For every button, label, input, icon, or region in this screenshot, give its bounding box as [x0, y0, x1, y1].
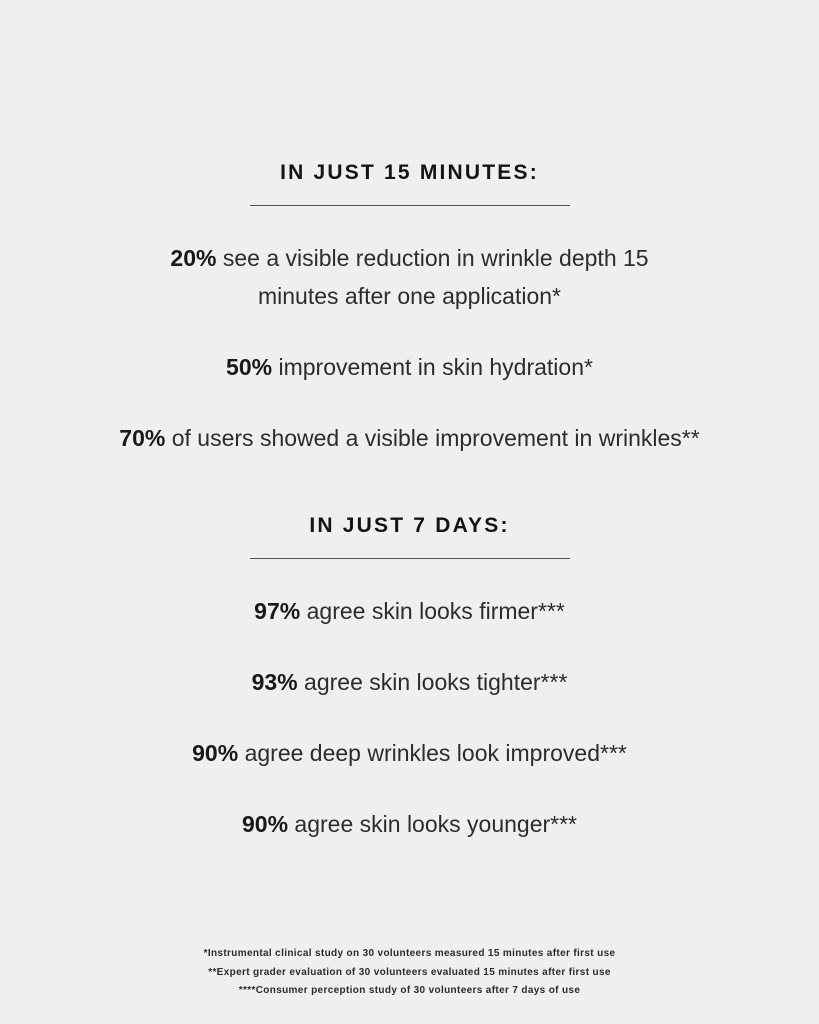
divider-line [249, 205, 570, 206]
footnote-consumer-perception: ****Consumer perception study of 30 volu… [238, 985, 581, 996]
stat-text: agree skin looks firmer*** [300, 598, 565, 624]
stat-value: 70% [119, 425, 166, 451]
section-heading-15-minutes: IN JUST 15 MINUTES: [280, 161, 539, 184]
stat-wrinkle-improvement: 70% of users showed a visible improvemen… [110, 419, 710, 457]
divider-line [249, 558, 570, 559]
stat-text: of users showed a visible improvement in… [165, 425, 700, 451]
footnote-instrumental-study: *Instrumental clinical study on 30 volun… [203, 948, 616, 959]
stat-wrinkle-depth: 20% see a visible reduction in wrinkle d… [110, 239, 710, 315]
section-7-days: IN JUST 7 DAYS: 97% agree skin looks fir… [0, 514, 819, 843]
stat-value: 90% [192, 740, 239, 766]
section-heading-7-days: IN JUST 7 DAYS: [309, 514, 510, 537]
stat-value: 97% [254, 598, 301, 624]
stat-text: agree deep wrinkles look improved*** [238, 740, 627, 766]
section-15-minutes: IN JUST 15 MINUTES: 20% see a visible re… [0, 161, 819, 457]
stat-younger: 90% agree skin looks younger*** [110, 805, 710, 843]
stat-text: see a visible reduction in wrinkle depth… [222, 245, 649, 309]
stat-value: 93% [251, 669, 298, 695]
stat-text: agree skin looks younger*** [288, 811, 577, 837]
stat-value: 20% [170, 245, 217, 271]
stat-tighter: 93% agree skin looks tighter*** [110, 663, 710, 701]
stat-hydration: 50% improvement in skin hydration* [110, 348, 710, 386]
stat-value: 50% [226, 354, 273, 380]
stat-value: 90% [242, 811, 289, 837]
footnotes: *Instrumental clinical study on 30 volun… [0, 945, 819, 1001]
stat-text: agree skin looks tighter*** [297, 669, 568, 695]
footnote-expert-grader: **Expert grader evaluation of 30 volunte… [208, 966, 611, 978]
stat-firmer: 97% agree skin looks firmer*** [110, 592, 710, 630]
stat-deep-wrinkles: 90% agree deep wrinkles look improved*** [110, 734, 710, 772]
stat-text: improvement in skin hydration* [272, 354, 593, 380]
